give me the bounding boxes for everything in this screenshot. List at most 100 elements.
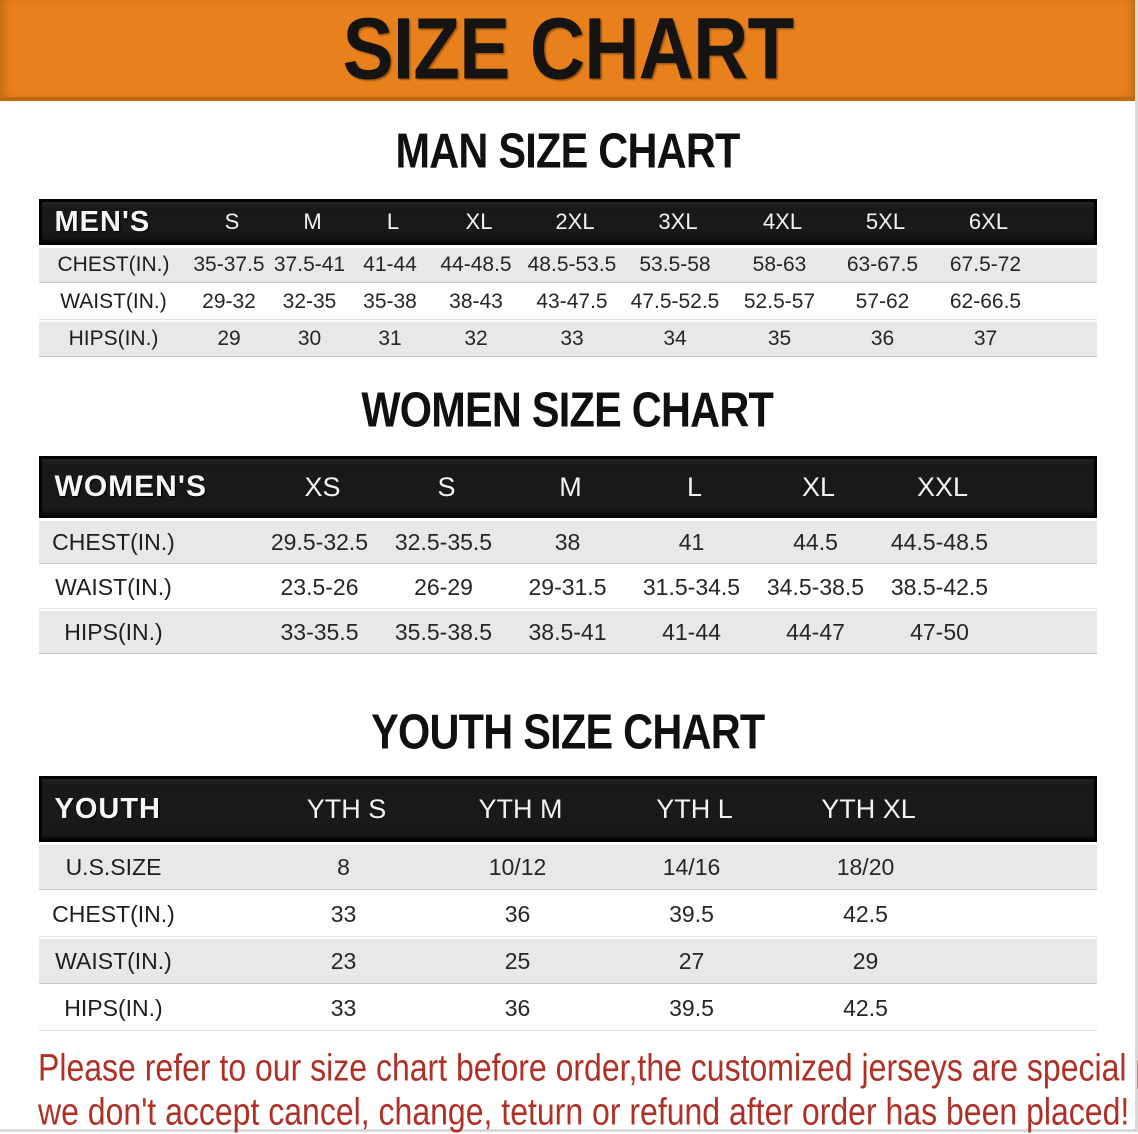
value-cell: 29 [217, 327, 241, 350]
gap-cell [189, 892, 257, 936]
value-cell: 34.5-38.5 [766, 573, 865, 600]
table-row: WAIST(IN.) 23 25 27 29 [38, 939, 1097, 983]
row-label-cell: WAIST(IN.) [55, 947, 172, 974]
column-header: S [224, 209, 240, 234]
value-cell: 42.5 [843, 900, 888, 927]
value-cell: 25 [504, 947, 531, 974]
column-header: XL [465, 209, 493, 234]
column-header: XL [801, 471, 836, 502]
gap-cell [192, 459, 261, 515]
row-label-cell: HIPS(IN.) [64, 994, 163, 1021]
order-disclaimer: Please refer to our size chart before or… [38, 1046, 1138, 1134]
youth-section-heading: YOUTH SIZE CHART [0, 703, 1135, 760]
column-header: 3XL [658, 209, 698, 234]
value-cell: 31 [378, 327, 402, 350]
size-chart-banner: SIZE CHART [0, 0, 1135, 101]
men-size-table: MEN'S S M L XL 2XL 3XL 4XL 5XL 6XL CHEST(IN.) 35-37… [38, 199, 1097, 356]
value-cell: 32-35 [282, 290, 337, 313]
value-cell: 48.5-53.5 [527, 253, 617, 276]
column-header: M [303, 209, 322, 234]
value-cell: 29-31.5 [528, 573, 607, 600]
table-header-row: YOUTH YTH S YTH M YTH L YTH XL [38, 776, 1097, 842]
value-cell: 30 [297, 327, 322, 350]
row-label-cell: WAIST(IN.) [55, 573, 172, 600]
column-header: M [559, 471, 582, 502]
women-section-heading-text: WOMEN SIZE CHART [361, 381, 774, 438]
column-header: L [686, 471, 703, 502]
table-title-cell: YOUTH [54, 792, 161, 825]
value-cell: 31.5-34.5 [642, 573, 741, 600]
gap-cell [189, 521, 258, 563]
column-header: 5XL [865, 209, 906, 234]
value-cell: 35-37.5 [193, 253, 265, 276]
value-cell: 23 [330, 947, 357, 974]
value-cell: 41 [678, 528, 705, 555]
value-cell: 32.5-35.5 [394, 528, 493, 555]
gap-cell [189, 845, 257, 889]
value-cell: 14/16 [662, 853, 721, 880]
table-row: HIPS(IN.) 29 30 31 32 33 34 35 36 37 [38, 322, 1097, 356]
value-cell: 47-50 [910, 618, 969, 645]
value-cell: 18/20 [836, 853, 895, 880]
value-cell: 37 [973, 327, 998, 350]
youth-section-heading-text: YOUTH SIZE CHART [370, 703, 765, 760]
column-header: YTH L [656, 793, 733, 824]
column-header: S [437, 471, 456, 502]
table-header-row: WOMEN'S XS S M L XL XXL [38, 456, 1097, 518]
value-cell: 35 [767, 327, 792, 350]
table-title-cell: WOMEN'S [54, 470, 207, 503]
gap-cell [189, 611, 258, 653]
value-cell: 41-44 [363, 253, 417, 276]
row-label-cell: U.S.SIZE [65, 853, 162, 880]
gap-cell [192, 779, 260, 839]
value-cell: 36 [504, 994, 531, 1021]
value-cell: 33-35.5 [280, 618, 359, 645]
value-cell: 58-63 [752, 253, 807, 276]
table-row: U.S.SIZE 8 10/12 14/16 18/20 [38, 845, 1097, 889]
column-header: YTH XL [821, 793, 916, 824]
column-header: L [386, 209, 400, 234]
value-cell: 44.5-48.5 [890, 528, 989, 555]
value-cell: 10/12 [488, 853, 547, 880]
women-section-heading: WOMEN SIZE CHART [0, 381, 1135, 438]
value-cell: 27 [678, 947, 705, 974]
banner-title: SIZE CHART [342, 0, 793, 97]
value-cell: 33 [330, 900, 357, 927]
value-cell: 29-32 [202, 290, 256, 313]
value-cell: 67.5-72 [949, 253, 1022, 276]
value-cell: 38.5-41 [528, 618, 607, 645]
column-header: 6XL [968, 209, 1009, 234]
row-label-cell: CHEST(IN.) [57, 253, 170, 276]
value-cell: 39.5 [669, 994, 714, 1021]
row-label-cell: HIPS(IN.) [64, 618, 163, 645]
value-cell: 34 [663, 327, 687, 350]
column-header: XXL [916, 471, 969, 502]
value-cell: 39.5 [669, 900, 714, 927]
value-cell: 62-66.5 [949, 290, 1022, 313]
value-cell: 42.5 [843, 994, 888, 1021]
row-label-cell: CHEST(IN.) [52, 900, 175, 927]
column-header: YTH M [478, 793, 563, 824]
table-body: CHEST(IN.) 35-37.5 37.5-41 41-44 44-48.5 48.5… [38, 245, 1097, 356]
table-row: HIPS(IN.) 33-35.5 35.5-38.5 38.5-41 41-44 44-… [38, 611, 1097, 653]
row-label-cell: HIPS(IN.) [68, 327, 159, 350]
youth-size-table: YOUTH YTH S YTH M YTH L YTH XL U.S.SIZE 8 10/12… [38, 776, 1097, 1030]
value-cell: 32 [464, 327, 488, 350]
value-cell: 44.5 [793, 528, 838, 555]
table-body: U.S.SIZE 8 10/12 14/16 18/20 CHEST(IN.) 33 36 39… [38, 842, 1097, 1030]
gap-cell [189, 986, 257, 1030]
value-cell: 38-43 [449, 290, 503, 313]
value-cell: 35-38 [363, 290, 417, 313]
value-cell: 41-44 [662, 618, 721, 645]
gap-cell [189, 939, 257, 983]
value-cell: 26-29 [414, 573, 473, 600]
row-label-cell: CHEST(IN.) [52, 528, 175, 555]
value-cell: 36 [504, 900, 531, 927]
column-header: 2XL [555, 209, 595, 234]
table-row: WAIST(IN.) 29-32 32-35 35-38 38-43 43-47.5 47.… [38, 285, 1097, 319]
value-cell: 33 [330, 994, 357, 1021]
value-cell: 35.5-38.5 [394, 618, 493, 645]
column-header: 4XL [762, 209, 803, 234]
value-cell: 29 [852, 947, 879, 974]
value-cell: 36 [870, 327, 895, 350]
